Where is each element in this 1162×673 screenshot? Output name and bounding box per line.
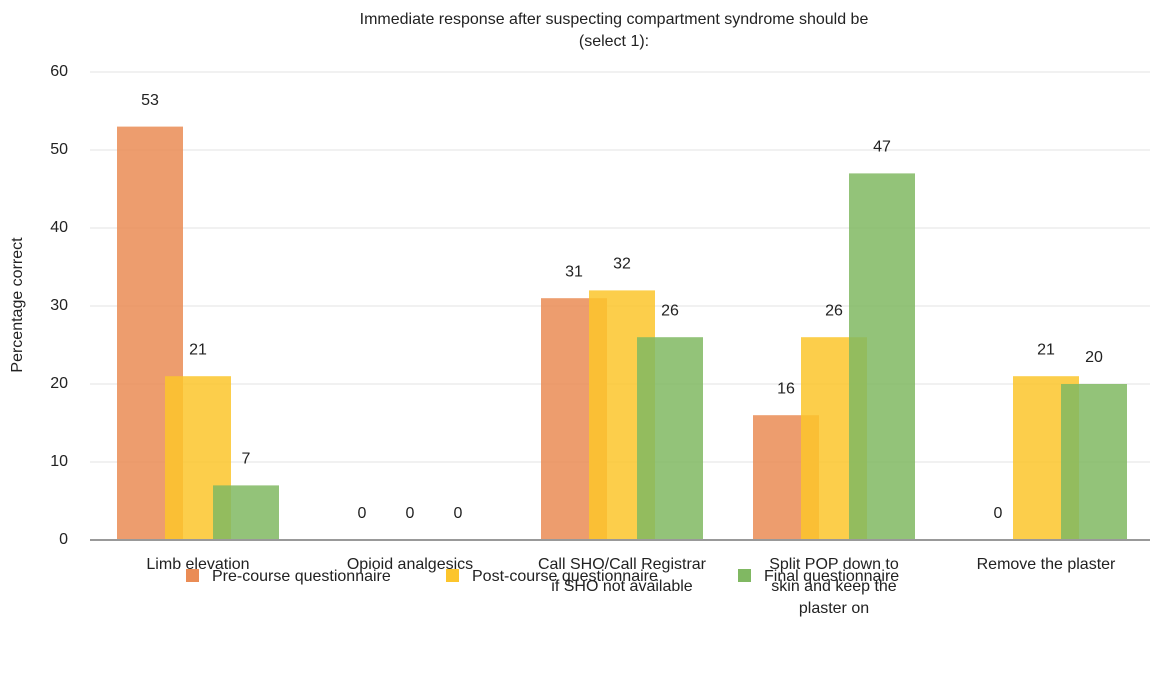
- y-tick-label: 20: [50, 375, 68, 392]
- data-label: 0: [358, 505, 367, 522]
- data-label: 53: [141, 92, 159, 109]
- legend-label: Pre-course questionnaire: [212, 568, 391, 585]
- chart-title: (select 1):: [579, 33, 649, 50]
- legend-swatch: [446, 569, 459, 582]
- legend-swatch: [738, 569, 751, 582]
- x-tick-label: Split POP down to: [769, 556, 899, 573]
- data-label: 0: [454, 505, 463, 522]
- data-label: 31: [565, 263, 583, 280]
- bar: [213, 485, 279, 540]
- x-tick-label: Remove the plaster: [977, 556, 1116, 573]
- data-label: 32: [613, 256, 631, 273]
- data-label: 26: [825, 302, 843, 319]
- x-tick-label: if SHO not available: [551, 578, 693, 595]
- legend-label: Post-course questionnaire: [472, 568, 658, 585]
- y-tick-label: 10: [50, 453, 68, 470]
- legend-swatch: [186, 569, 199, 582]
- data-label: 0: [406, 505, 415, 522]
- legend-label: Final questionnaire: [764, 568, 899, 585]
- y-tick-label: 40: [50, 219, 68, 236]
- y-tick-label: 0: [59, 531, 68, 548]
- data-label: 47: [873, 139, 891, 156]
- x-tick-label: Call SHO/Call Registrar: [538, 556, 707, 573]
- data-label: 16: [777, 380, 795, 397]
- chart-title: Immediate response after suspecting comp…: [360, 11, 869, 28]
- y-tick-label: 60: [50, 63, 68, 80]
- data-label: 26: [661, 302, 679, 319]
- y-axis-label: Percentage correct: [9, 237, 26, 373]
- x-tick-label: Opioid analgesics: [347, 556, 473, 573]
- data-label: 21: [1037, 341, 1055, 358]
- x-tick-label: Limb elevation: [146, 556, 249, 573]
- data-label: 21: [189, 341, 207, 358]
- bar: [637, 337, 703, 540]
- bar: [849, 173, 915, 540]
- data-label: 7: [242, 451, 251, 468]
- x-tick-label: skin and keep the: [771, 578, 897, 595]
- data-label: 0: [994, 505, 1003, 522]
- y-tick-label: 50: [50, 141, 68, 158]
- y-tick-label: 30: [50, 297, 68, 314]
- x-tick-label: plaster on: [799, 600, 869, 617]
- data-label: 20: [1085, 349, 1103, 366]
- bar: [1061, 384, 1127, 540]
